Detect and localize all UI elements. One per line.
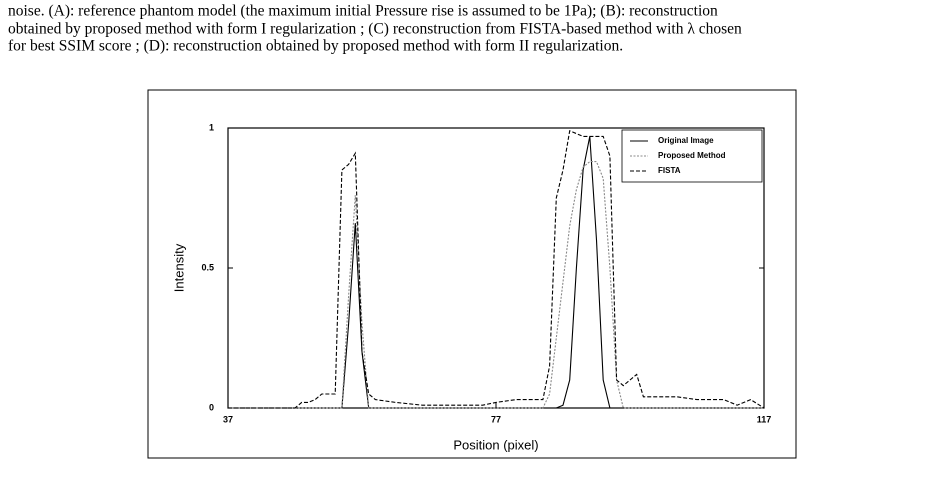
legend-label: Proposed Method (658, 151, 726, 160)
x-tick-label: 77 (491, 414, 501, 424)
y-tick-label: 1 (209, 122, 214, 132)
x-axis-label: Position (pixel) (453, 437, 538, 452)
caption-line: for best SSIM score ; (D): reconstructio… (8, 38, 623, 55)
data-line (228, 136, 764, 409)
legend-label: FISTA (658, 166, 681, 175)
figure-frame (147, 89, 797, 459)
caption-line: obtained by proposed method with form I … (8, 21, 742, 38)
x-tick-label: 117 (757, 414, 772, 424)
x-tick-label: 37 (223, 414, 233, 424)
y-tick-label: 0.5 (201, 262, 214, 272)
caption-line: noise. (A): reference phantom model (the… (8, 3, 718, 20)
data-line (228, 130, 765, 409)
legend-label: Original Image (658, 136, 714, 145)
data-line (228, 161, 764, 409)
y-tick-label: 0 (209, 402, 214, 412)
y-axis-label: Intensity (171, 243, 186, 292)
